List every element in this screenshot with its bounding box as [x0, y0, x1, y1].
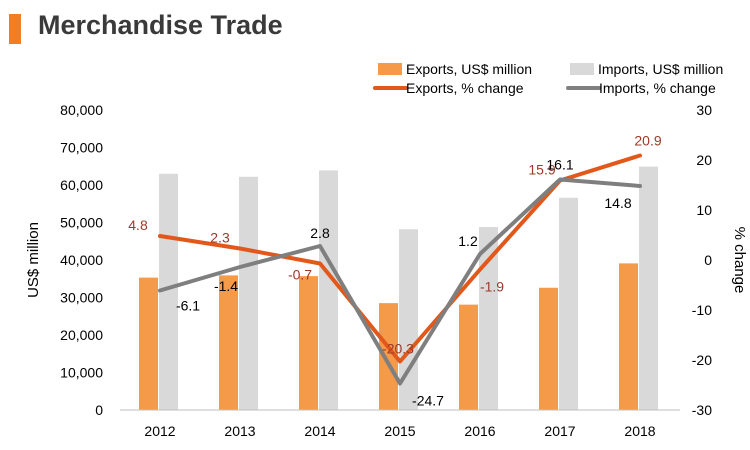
y2-axis-title: % change	[731, 227, 748, 294]
imports-bar	[559, 197, 578, 410]
imports-bar	[639, 166, 658, 410]
title-accent-bar	[9, 14, 21, 44]
exports-change-label: -1.9	[480, 279, 504, 295]
x-tick-label: 2013	[224, 423, 255, 439]
y2-tick-label: 0	[704, 252, 712, 268]
exports-bar	[299, 276, 318, 410]
y-tick-label: 10,000	[60, 365, 103, 381]
exports-change-label: -0.7	[288, 267, 312, 283]
imports-bar	[479, 227, 498, 410]
y-tick-label: 80,000	[60, 102, 103, 118]
x-tick-label: 2017	[544, 423, 575, 439]
imports-change-line	[158, 177, 642, 386]
x-tick-label: 2016	[464, 423, 495, 439]
imports-change-label: 16.1	[546, 157, 573, 173]
y2-tick-label: 20	[696, 152, 712, 168]
y2-tick-label: -20	[692, 352, 712, 368]
y-tick-label: 20,000	[60, 327, 103, 343]
y-axis-title: US$ million	[25, 222, 42, 298]
imports-change-label: -1.4	[214, 278, 238, 294]
imports-bar	[239, 176, 258, 410]
legend-imports-bar-swatch	[570, 63, 594, 75]
y-tick-label: 40,000	[60, 252, 103, 268]
x-tick-label: 2015	[384, 423, 415, 439]
x-tick-label: 2018	[624, 423, 655, 439]
imports-change-label: -6.1	[176, 298, 200, 314]
legend-exports-bar-swatch	[378, 63, 402, 75]
legend-imports-bar-label: Imports, US$ million	[598, 61, 723, 77]
y-tick-label: 70,000	[60, 140, 103, 156]
exports-change-label: 4.8	[128, 217, 148, 233]
y2-tick-label: 10	[696, 202, 712, 218]
exports-bar	[379, 303, 398, 410]
y-tick-label: 30,000	[60, 290, 103, 306]
x-tick-label: 2014	[304, 423, 335, 439]
exports-change-label: 2.3	[210, 230, 230, 246]
imports-bar	[159, 173, 178, 410]
legend-exports-line-label: Exports, % change	[406, 80, 524, 96]
imports-bar	[319, 170, 338, 410]
imports-change-label: 14.8	[604, 195, 631, 211]
exports-change-label: 15.9	[528, 162, 555, 178]
exports-change-label: 20.9	[634, 133, 661, 149]
exports-bar	[619, 263, 638, 410]
y-tick-label: 0	[95, 402, 103, 418]
imports-change-label: -24.7	[412, 393, 444, 409]
x-tick-label: 2012	[144, 423, 175, 439]
y-tick-label: 50,000	[60, 215, 103, 231]
chart-title: Merchandise Trade	[38, 10, 283, 40]
exports-bar	[539, 287, 558, 410]
exports-bar	[139, 277, 158, 410]
exports-bar	[219, 275, 238, 410]
imports-change-label: 2.8	[310, 225, 330, 241]
y2-tick-label: -10	[692, 302, 712, 318]
y2-tick-label: 30	[696, 102, 712, 118]
exports-change-label: -20.3	[382, 341, 414, 357]
exports-bar	[459, 304, 478, 410]
imports-change-label: 1.2	[458, 233, 478, 249]
y-tick-label: 60,000	[60, 177, 103, 193]
legend-imports-line-label: Imports, % change	[599, 80, 716, 96]
legend-exports-bar-label: Exports, US$ million	[406, 61, 532, 77]
y2-tick-label: -30	[692, 402, 712, 418]
